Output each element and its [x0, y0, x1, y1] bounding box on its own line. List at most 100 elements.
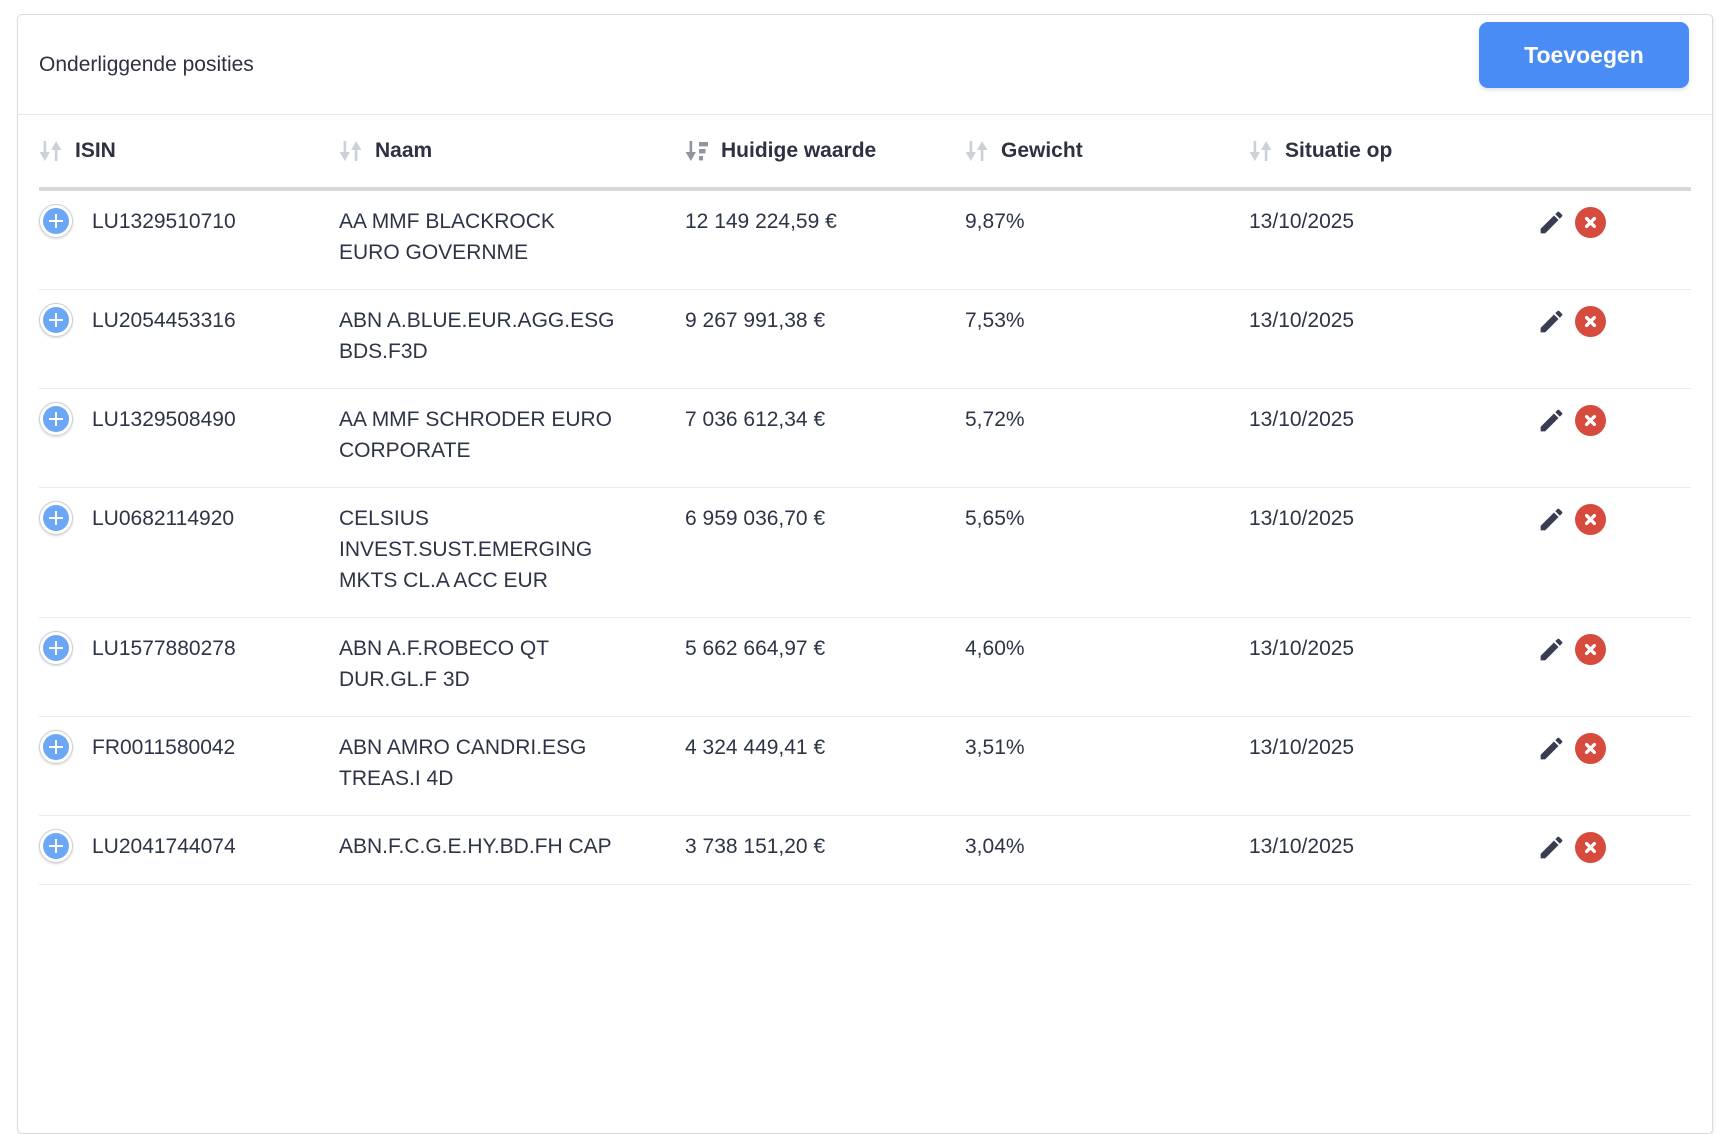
name-cell: CELSIUS INVEST.SUST.EMERGING MKTS CL.A A…: [339, 487, 685, 618]
isin-cell: LU0682114920: [92, 507, 235, 530]
sort-arrows-icon: [339, 139, 362, 163]
plus-circle-icon[interactable]: [39, 501, 73, 535]
weight-cell: 3,04%: [965, 815, 1249, 885]
delete-button[interactable]: [1575, 405, 1606, 436]
plus-circle-icon[interactable]: [39, 303, 73, 337]
name-cell: ABN A.BLUE.EUR.AGG.ESG BDS.F3D: [339, 289, 685, 389]
table-row: LU1329508490 AA MMF SCHRODER EURO CORPOR…: [39, 388, 1691, 488]
positions-panel: Onderliggende posities Toevoegen ISIN: [17, 14, 1713, 1134]
pencil-icon: [1537, 737, 1566, 766]
weight-cell: 5,65%: [965, 487, 1249, 618]
delete-button[interactable]: [1575, 634, 1606, 665]
isin-cell: LU2041744074: [92, 835, 236, 858]
edit-button[interactable]: [1537, 734, 1566, 763]
value-cell: 6 959 036,70 €: [685, 487, 965, 618]
name-cell: ABN.F.C.G.E.HY.BD.FH CAP: [339, 815, 685, 885]
value-cell: 4 324 449,41 €: [685, 716, 965, 816]
delete-button[interactable]: [1575, 306, 1606, 337]
weight-cell: 4,60%: [965, 617, 1249, 717]
value-cell: 9 267 991,38 €: [685, 289, 965, 389]
add-position-button[interactable]: Toevoegen: [1479, 22, 1689, 88]
isin-cell: LU1577880278: [92, 637, 236, 660]
edit-button[interactable]: [1537, 833, 1566, 862]
column-header-isin[interactable]: ISIN: [39, 115, 339, 191]
isin-cell: LU1329508490: [92, 408, 236, 431]
isin-cell: LU1329510710: [92, 210, 236, 233]
plus-circle-icon[interactable]: [39, 204, 73, 238]
weight-cell: 7,53%: [965, 289, 1249, 389]
positions-table-wrap: ISIN Naam: [39, 115, 1691, 885]
pencil-icon: [1537, 508, 1566, 537]
delete-button[interactable]: [1575, 733, 1606, 764]
x-circle-icon: [1575, 634, 1606, 665]
plus-circle-icon[interactable]: [39, 402, 73, 436]
name-cell: ABN AMRO CANDRI.ESG TREAS.I 4D: [339, 716, 685, 816]
isin-cell: FR0011580042: [92, 736, 236, 759]
date-cell: 13/10/2025: [1249, 289, 1537, 389]
column-header-actions: [1537, 115, 1691, 191]
pencil-icon: [1537, 310, 1566, 339]
table-row: LU1329510710 AA MMF BLACKROCK EURO GOVER…: [39, 189, 1691, 290]
value-cell: 7 036 612,34 €: [685, 388, 965, 488]
edit-button[interactable]: [1537, 635, 1566, 664]
panel-title: Onderliggende posities: [39, 53, 254, 76]
x-circle-icon: [1575, 733, 1606, 764]
value-cell: 3 738 151,20 €: [685, 815, 965, 885]
x-circle-icon: [1575, 504, 1606, 535]
delete-button[interactable]: [1575, 832, 1606, 863]
date-cell: 13/10/2025: [1249, 617, 1537, 717]
table-row: LU2041744074 ABN.F.C.G.E.HY.BD.FH CAP 3 …: [39, 815, 1691, 885]
date-cell: 13/10/2025: [1249, 815, 1537, 885]
column-header-huidige-waarde[interactable]: Huidige waarde: [685, 115, 965, 191]
name-cell: ABN A.F.ROBECO QT DUR.GL.F 3D: [339, 617, 685, 717]
table-header-row: ISIN Naam: [39, 115, 1691, 191]
edit-button[interactable]: [1537, 208, 1566, 237]
table-row: FR0011580042 ABN AMRO CANDRI.ESG TREAS.I…: [39, 716, 1691, 816]
date-cell: 13/10/2025: [1249, 189, 1537, 290]
column-label: Naam: [375, 139, 433, 162]
plus-circle-icon[interactable]: [39, 829, 73, 863]
plus-circle-icon[interactable]: [39, 730, 73, 764]
value-cell: 5 662 664,97 €: [685, 617, 965, 717]
table-row: LU0682114920 CELSIUS INVEST.SUST.EMERGIN…: [39, 487, 1691, 618]
plus-circle-icon[interactable]: [39, 631, 73, 665]
value-cell: 12 149 224,59 €: [685, 189, 965, 290]
date-cell: 13/10/2025: [1249, 487, 1537, 618]
delete-button[interactable]: [1575, 504, 1606, 535]
isin-cell: LU2054453316: [92, 309, 236, 332]
positions-table-body: LU1329510710 AA MMF BLACKROCK EURO GOVER…: [39, 189, 1691, 885]
panel-header: Onderliggende posities Toevoegen: [18, 15, 1712, 115]
pencil-icon: [1537, 836, 1566, 865]
x-circle-icon: [1575, 207, 1606, 238]
pencil-icon: [1537, 409, 1566, 438]
column-label: Huidige waarde: [721, 139, 877, 162]
name-cell: AA MMF BLACKROCK EURO GOVERNME: [339, 189, 685, 290]
weight-cell: 5,72%: [965, 388, 1249, 488]
edit-button[interactable]: [1537, 505, 1566, 534]
x-circle-icon: [1575, 306, 1606, 337]
sort-arrows-icon: [1249, 139, 1272, 163]
edit-button[interactable]: [1537, 406, 1566, 435]
edit-button[interactable]: [1537, 307, 1566, 336]
column-label: ISIN: [75, 139, 116, 162]
weight-cell: 3,51%: [965, 716, 1249, 816]
positions-table: ISIN Naam: [39, 115, 1691, 885]
table-row: LU2054453316 ABN A.BLUE.EUR.AGG.ESG BDS.…: [39, 289, 1691, 389]
date-cell: 13/10/2025: [1249, 716, 1537, 816]
delete-button[interactable]: [1575, 207, 1606, 238]
x-circle-icon: [1575, 405, 1606, 436]
date-cell: 13/10/2025: [1249, 388, 1537, 488]
weight-cell: 9,87%: [965, 189, 1249, 290]
column-label: Situatie op: [1285, 139, 1393, 162]
table-row: LU1577880278 ABN A.F.ROBECO QT DUR.GL.F …: [39, 617, 1691, 717]
column-header-gewicht[interactable]: Gewicht: [965, 115, 1249, 191]
sort-amount-desc-icon: [685, 139, 708, 163]
column-header-situatie-op[interactable]: Situatie op: [1249, 115, 1537, 191]
sort-arrows-icon: [965, 139, 988, 163]
column-label: Gewicht: [1001, 139, 1083, 162]
pencil-icon: [1537, 638, 1566, 667]
column-header-naam[interactable]: Naam: [339, 115, 685, 191]
x-circle-icon: [1575, 832, 1606, 863]
pencil-icon: [1537, 211, 1566, 240]
name-cell: AA MMF SCHRODER EURO CORPORATE: [339, 388, 685, 488]
